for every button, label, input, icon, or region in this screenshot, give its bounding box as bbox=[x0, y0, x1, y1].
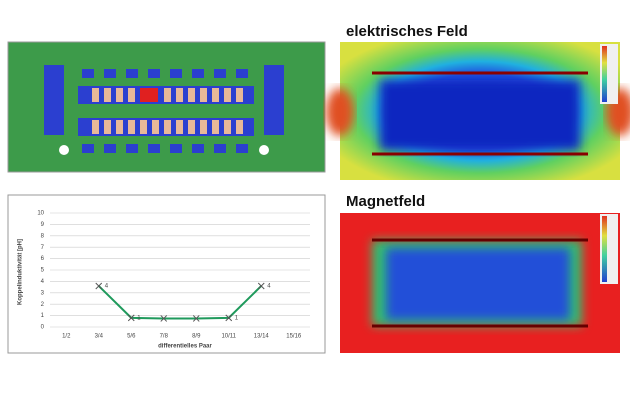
y-tick-label: 0 bbox=[41, 325, 45, 331]
x-tick-label: 8/9 bbox=[192, 334, 201, 340]
y-tick-label: 1 bbox=[41, 313, 45, 319]
y-tick-label: 2 bbox=[41, 302, 45, 308]
data-line bbox=[98, 285, 262, 320]
x-tick-label: 10/11 bbox=[221, 334, 236, 340]
efield-image bbox=[326, 42, 630, 180]
y-tick-label: 3 bbox=[41, 290, 45, 296]
data-point bbox=[95, 282, 103, 290]
panel-title: elektrisches Feld bbox=[346, 23, 468, 40]
data-point bbox=[127, 314, 135, 322]
data-point bbox=[257, 282, 265, 290]
x-tick-label: 13/14 bbox=[254, 334, 270, 340]
x-tick-label: 15/16 bbox=[286, 334, 302, 340]
y-tick-label: 7 bbox=[41, 245, 45, 251]
x-tick-label: 1/2 bbox=[62, 334, 71, 340]
line-chart: differentielles Paar Koppelinduktivität … bbox=[7, 194, 326, 354]
pcb-diagram bbox=[7, 41, 326, 173]
y-tick-label: 6 bbox=[41, 256, 45, 262]
y-tick-label: 8 bbox=[41, 233, 45, 239]
y-tick-label: 5 bbox=[41, 268, 45, 274]
data-point bbox=[160, 315, 168, 322]
data-point bbox=[192, 315, 200, 322]
x-tick-label: 7/8 bbox=[160, 334, 169, 340]
y-tick-label: 10 bbox=[37, 211, 44, 217]
data-point bbox=[225, 314, 233, 322]
y-axis-label: Koppelinduktivität [pH] bbox=[18, 239, 24, 305]
x-tick-label: 5/6 bbox=[127, 334, 136, 340]
panel-title: Magnetfeld bbox=[346, 193, 425, 210]
y-tick-label: 4 bbox=[41, 279, 45, 285]
x-tick-label: 3/4 bbox=[95, 334, 104, 340]
data-label: 1 bbox=[137, 315, 141, 321]
data-label: 1 bbox=[235, 315, 239, 321]
y-tick-label: 9 bbox=[41, 222, 45, 228]
hfield-image bbox=[340, 213, 620, 353]
data-label: 4 bbox=[267, 284, 271, 290]
data-label: 4 bbox=[105, 284, 109, 290]
x-axis-label: differentielles Paar bbox=[158, 344, 212, 350]
